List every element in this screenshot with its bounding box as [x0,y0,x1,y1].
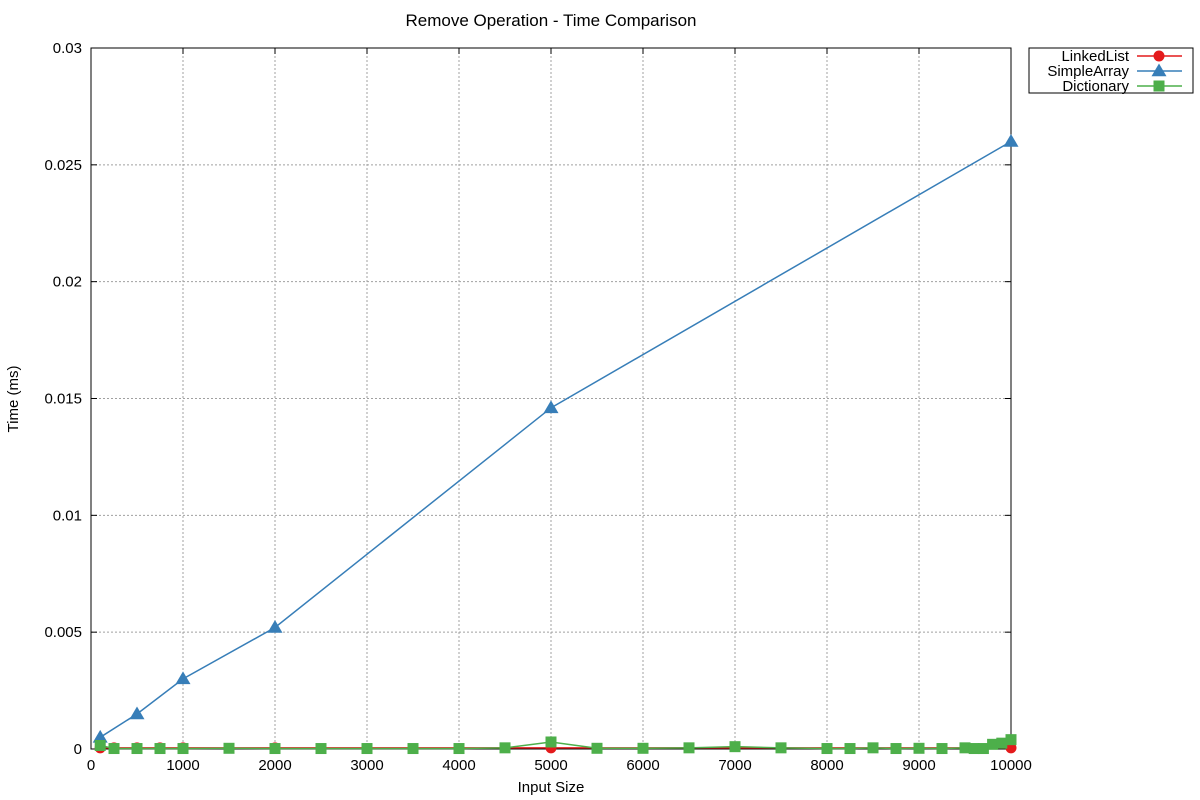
dictionary-point [177,743,189,755]
dictionary-point [890,743,902,755]
y-tick-label: 0.02 [53,274,82,291]
tick-labels: 0 1000 2000 3000 4000 5000 6000 7000 8000 9000 100… [44,40,1031,774]
dictionary-point [987,738,999,750]
dictionary-point [1005,734,1017,746]
dictionary-point [499,742,511,754]
dictionary-point [407,743,419,755]
legend-label-linkedlist: LinkedList [1061,48,1129,65]
simplearray-point [1003,133,1019,147]
y-tick-label: 0.015 [44,391,82,408]
x-axis-label: Input Size [518,779,585,796]
dictionary-point [591,742,603,754]
simplearray-point [267,619,283,633]
simplearray-point [543,400,559,414]
dictionary-point [844,743,856,755]
legend-marker-dictionary [1153,80,1165,92]
dictionary-point [108,743,120,755]
x-tick-label: 5000 [534,757,567,774]
x-tick-label: 0 [87,757,95,774]
dictionary-point [683,742,695,754]
x-tick-label: 1000 [166,757,199,774]
legend-marker-linkedlist [1153,50,1165,62]
simplearray-series [92,133,1019,743]
legend-label-dictionary: Dictionary [1062,78,1129,95]
dictionary-point [545,736,557,748]
y-axis-label: Time (ms) [5,366,22,433]
dictionary-point [315,743,327,755]
dictionary-series [94,734,1017,755]
dictionary-point [996,737,1008,749]
dictionary-point [977,743,989,755]
dictionary-point [968,743,980,755]
dictionary-point [959,742,971,754]
y-tick-label: 0.03 [53,40,82,57]
dictionary-point [821,743,833,755]
dictionary-point [637,742,649,754]
y-tick-label: 0.025 [44,157,82,174]
dictionary-point [453,743,465,755]
simplearray-point [129,706,145,720]
dictionary-point [223,742,235,754]
simplearray-point [175,671,191,685]
dictionary-point [867,742,879,754]
dictionary-point [269,743,281,755]
legend-label-simplearray: SimpleArray [1047,63,1129,80]
y-tick-label: 0 [74,741,82,758]
legend-marker-simplearray [1151,63,1167,77]
x-tick-label: 8000 [810,757,843,774]
x-tick-label: 2000 [258,757,291,774]
y-tick-label: 0.01 [53,507,82,524]
y-tick-label: 0.005 [44,624,82,641]
x-tick-label: 9000 [902,757,935,774]
dictionary-point [729,741,741,753]
x-tick-label: 10000 [990,757,1032,774]
dictionary-point [94,739,106,751]
x-tick-label: 7000 [718,757,751,774]
dictionary-point [361,743,373,755]
x-tick-label: 4000 [442,757,475,774]
dictionary-point [154,743,166,755]
simplearray-point [92,729,108,743]
x-tick-label: 3000 [350,757,383,774]
dictionary-point [131,743,143,755]
dictionary-point [936,743,948,755]
chart-title: Remove Operation - Time Comparison [405,11,696,30]
x-tick-label: 6000 [626,757,659,774]
dictionary-point [913,742,925,754]
series-layer [92,133,1019,755]
grid-lines [91,48,1011,749]
dictionary-point [775,742,787,754]
